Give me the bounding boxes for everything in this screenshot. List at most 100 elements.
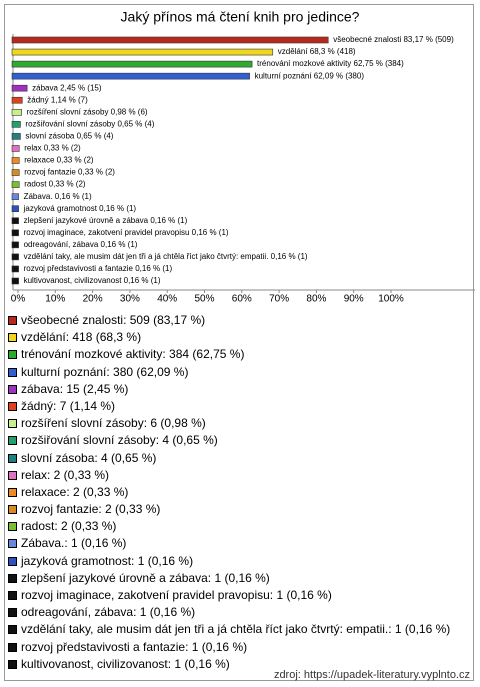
legend-swatch [8, 316, 17, 325]
bar [11, 193, 19, 200]
legend-label: kulturní poznání: 380 (62,09 %) [21, 364, 189, 379]
legend-swatch [8, 642, 17, 652]
legend-label: relax: 2 (0,33 %) [21, 467, 110, 482]
legend-item: zábava: 15 (2,45 %) [8, 382, 460, 396]
bar [11, 241, 19, 249]
bar [11, 169, 20, 176]
bar [11, 181, 20, 188]
chart: Jaký přínos má čtení knih pro jedince? 0… [11, 9, 475, 305]
legend-item: relaxace: 2 (0,33 %) [8, 485, 460, 499]
x-tick-label: 50% [194, 294, 214, 305]
legend-swatch [8, 608, 17, 618]
legend-label: vzdělání taky, ale musim dát jen tři a j… [21, 622, 451, 637]
value-label: rozšíření slovní zásoby 0,98 % (6) [27, 107, 148, 116]
legend-label: jazyková gramotnost: 1 (0,16 %) [21, 553, 194, 568]
legend-item: rozvoj imaginace, zakotvení pravidel pra… [8, 588, 460, 602]
value-label: vzdělání taky, ale musim dát jen tři a j… [24, 252, 308, 261]
x-tick-label: 10% [45, 294, 65, 305]
value-label: vzdělání 68,3 % (418) [278, 47, 356, 56]
legend-item: vzdělání taky, ale musim dát jen tři a j… [8, 622, 460, 636]
legend: všeobecné znalosti: 509 (83,17 %) vzdělán… [8, 313, 460, 674]
legend-swatch [8, 487, 17, 497]
legend-swatch [8, 367, 17, 377]
value-label: kultivovanost, civilizovanost 0,16 % (1) [24, 276, 161, 285]
bar [11, 84, 28, 92]
legend-item: trénování mozkové aktivity: 384 (62,75 %… [8, 347, 460, 361]
legend-item: rozšiřování slovní zásoby: 4 (0,65 %) [8, 433, 460, 447]
legend-swatch [8, 522, 17, 532]
value-label: všeobecné znalosti 83,17 % (509) [333, 35, 454, 44]
value-label: zábava 2,45 % (15) [32, 83, 102, 92]
value-label: rozvoj imaginace, zakotvení pravidel pra… [24, 228, 229, 237]
legend-label: rozšiřování slovní zásoby: 4 (0,65 %) [21, 433, 218, 448]
legend-swatch [8, 470, 17, 480]
legend-item: Zábava.: 1 (0,16 %) [8, 536, 460, 550]
value-label: radost 0,33 % (2) [24, 180, 86, 189]
legend-swatch [8, 436, 17, 446]
legend-label: všeobecné znalosti: 509 (83,17 %) [21, 313, 206, 327]
value-label: Zábava. 0,16 % (1) [24, 192, 92, 201]
value-label: odreagování, zábava 0,16 % (1) [24, 240, 138, 249]
x-tick-label: 80% [306, 294, 326, 305]
chart-title: Jaký přínos má čtení knih pro jedince? [121, 9, 360, 25]
value-label: rozvoj fantazie 0,33 % (2) [24, 168, 115, 177]
value-label: kulturní poznání 62,09 % (380) [255, 71, 365, 80]
value-label: relaxace 0,33 % (2) [24, 156, 94, 165]
legend-swatch [8, 401, 17, 411]
bar [11, 96, 23, 104]
x-tick-label: 30% [120, 294, 140, 305]
legend-label: zlepšení jazykové úrovně a zábava: 1 (0,… [21, 570, 270, 585]
legend-label: vzdělání: 418 (68,3 %) [21, 330, 142, 345]
bar [11, 253, 19, 261]
bar [11, 157, 20, 164]
legend-label: rozšíření slovní zásoby: 6 (0,98 %) [21, 416, 206, 431]
bar [11, 217, 19, 225]
bar [11, 145, 20, 152]
legend-label: kultivovanost, civilizovanost: 1 (0,16 %… [21, 656, 230, 671]
value-label: slovní zásoba 0,65 % (4) [25, 132, 113, 141]
legend-label: rozvoj imaginace, zakotvení pravidel pra… [21, 588, 332, 602]
legend-label: slovní zásoba: 4 (0,65 %) [21, 450, 157, 465]
bar [11, 109, 22, 116]
legend-label: rozvoj fantazie: 2 (0,33 %) [21, 502, 161, 517]
x-tick-label: 70% [269, 294, 289, 305]
bar [11, 205, 19, 212]
legend-item: vzdělání: 418 (68,3 %) [8, 330, 460, 344]
x-tick-label: 60% [232, 294, 252, 305]
legend-item: radost: 2 (0,33 %) [8, 519, 460, 533]
legend-label: odreagování, zábava: 1 (0,16 %) [21, 605, 196, 620]
value-label: rozšiřování slovní zásoby 0,65 % (4) [25, 119, 154, 128]
x-tick-label: 40% [157, 294, 177, 305]
value-label: jazyková gramotnost 0,16 % (1) [23, 204, 137, 213]
legend-swatch [8, 556, 17, 566]
legend-swatch [8, 659, 17, 669]
legend-swatch [8, 505, 17, 515]
legend-item: relax: 2 (0,33 %) [8, 468, 460, 482]
legend-label: žádný: 7 (1,14 %) [21, 398, 116, 413]
legend-item: jazyková gramotnost: 1 (0,16 %) [8, 554, 460, 568]
bar [11, 36, 329, 44]
bar [11, 60, 253, 68]
x-tick-label: 100% [378, 294, 404, 305]
source: zdroj: https://upadek-literatury.vyplnto… [273, 669, 470, 681]
legend-swatch [8, 573, 17, 583]
bar [11, 48, 274, 56]
legend-swatch [8, 350, 17, 360]
legend-item: kultivovanost, civilizovanost: 1 (0,16 %… [8, 657, 460, 671]
legend-swatch [8, 453, 17, 463]
legend-item: odreagování, zábava: 1 (0,16 %) [8, 605, 460, 619]
bar [11, 265, 19, 273]
legend-item: slovní zásoba: 4 (0,65 %) [8, 451, 460, 465]
legend-swatch [8, 419, 17, 429]
legend-swatch [8, 384, 17, 394]
legend-swatch [8, 333, 17, 343]
value-label: zlepšení jazykové úrovně a zábava 0,16 %… [24, 216, 188, 225]
legend-label: Zábava.: 1 (0,16 %) [21, 536, 127, 551]
legend-label: trénování mozkové aktivity: 384 (62,75 %… [21, 347, 245, 362]
chart-frame [4, 4, 474, 681]
legend-item: žádný: 7 (1,14 %) [8, 399, 460, 413]
legend-item: rozvoj fantazie: 2 (0,33 %) [8, 502, 460, 516]
value-label: relax 0,33 % (2) [24, 144, 81, 153]
bar [11, 121, 21, 128]
legend-item: rozšíření slovní zásoby: 6 (0,98 %) [8, 416, 460, 430]
